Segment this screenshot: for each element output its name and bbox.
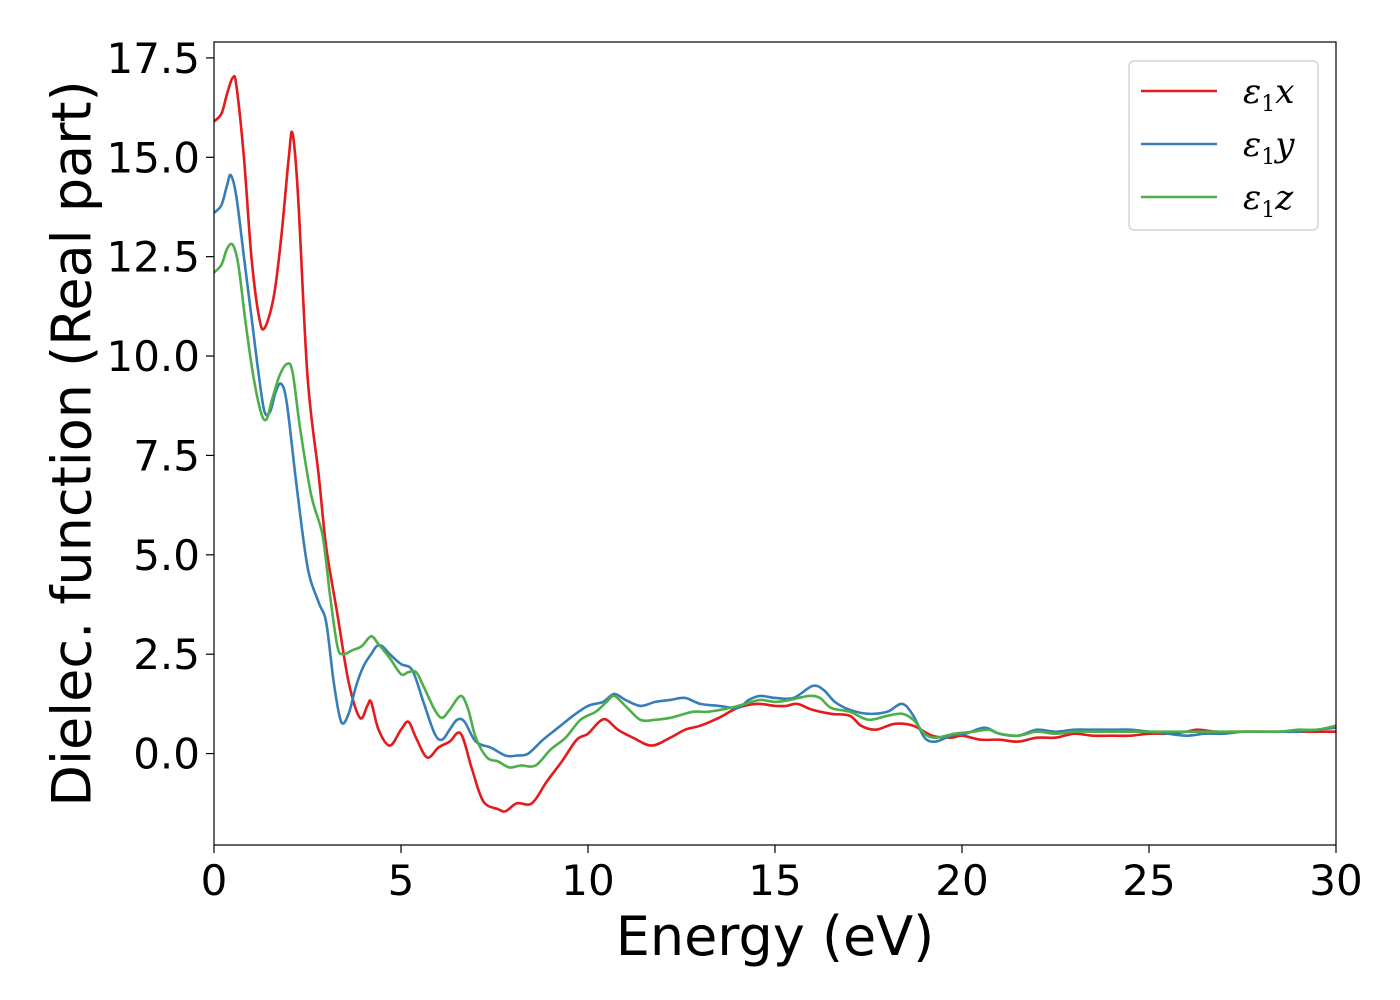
x-tick-label: 30 bbox=[1309, 856, 1362, 905]
y-axis-title: Dielec. function (Real part) bbox=[41, 80, 104, 806]
x-tick-label: 5 bbox=[388, 856, 415, 905]
y-tick-label: 0.0 bbox=[133, 730, 200, 779]
y-tick-label: 17.5 bbox=[106, 34, 200, 83]
plot-lines bbox=[214, 74, 1336, 813]
legend-label-y: ε1y bbox=[1243, 125, 1295, 170]
y-tick-label: 15.0 bbox=[106, 133, 200, 182]
series-line-x bbox=[214, 74, 1336, 813]
x-tick-label: 20 bbox=[935, 856, 988, 905]
y-axis-ticks: 0.0 2.5 5.0 7.5 10.0 12.5 15.0 17.5 bbox=[106, 34, 214, 779]
y-tick-label: 5.0 bbox=[133, 531, 200, 580]
legend-box bbox=[1128, 60, 1319, 231]
x-tick-label: 25 bbox=[1122, 856, 1175, 905]
series-line-y bbox=[214, 173, 1336, 758]
legend-label-x: ε1x bbox=[1243, 72, 1294, 117]
x-tick-label: 0 bbox=[201, 856, 228, 905]
y-tick-label: 10.0 bbox=[106, 332, 200, 381]
x-tick-label: 10 bbox=[561, 856, 614, 905]
y-tick-label: 12.5 bbox=[106, 233, 200, 282]
x-tick-label: 15 bbox=[748, 856, 801, 905]
x-axis-ticks: 0 5 10 15 20 25 30 bbox=[201, 845, 1363, 905]
x-axis-title: Energy (eV) bbox=[616, 905, 935, 968]
legend: ε1x ε1y ε1z bbox=[1128, 60, 1319, 231]
y-tick-label: 2.5 bbox=[133, 630, 200, 679]
legend-label-z: ε1z bbox=[1243, 178, 1294, 223]
y-tick-label: 7.5 bbox=[133, 431, 200, 480]
series-line-z bbox=[214, 242, 1336, 769]
